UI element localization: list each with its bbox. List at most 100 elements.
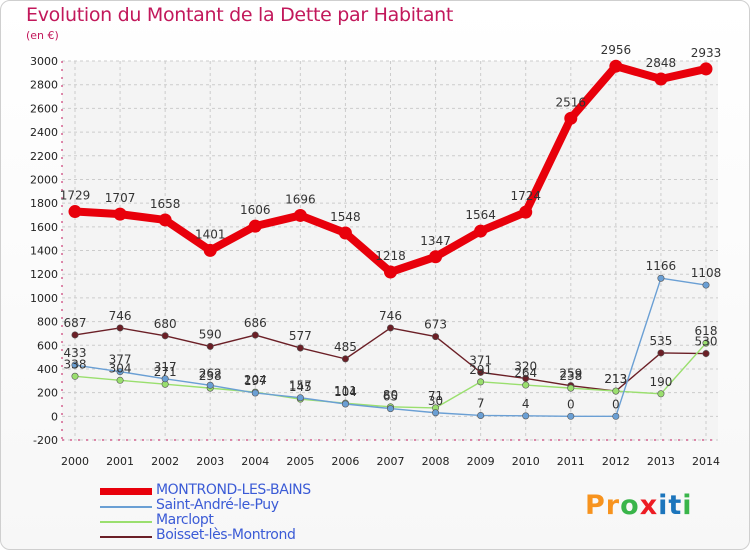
data-point (296, 344, 304, 352)
data-label: 271 (154, 365, 177, 379)
data-label: 0 (567, 397, 575, 411)
y-tick-label: 200 (37, 387, 58, 400)
logo-letter: t (668, 490, 683, 521)
legend: MONTROND-LES-BAINS Saint-André-le-Puy Ma… (100, 482, 360, 544)
data-point (206, 381, 214, 389)
data-label: 1606 (240, 203, 271, 217)
data-label: 1108 (691, 266, 722, 280)
data-label: 2848 (646, 56, 677, 70)
data-label: 104 (334, 385, 357, 399)
data-point (384, 265, 397, 279)
data-label: 65 (383, 390, 398, 404)
data-label: 264 (514, 366, 537, 380)
data-label: 30 (428, 394, 443, 408)
data-label: 377 (109, 353, 132, 367)
data-label: 1729 (60, 189, 91, 203)
data-point (522, 412, 530, 420)
data-point (251, 331, 259, 339)
data-point (203, 243, 217, 257)
x-tick-label: 2001 (106, 455, 134, 468)
legend-label-montrond: MONTROND-LES-BAINS (156, 482, 311, 498)
y-tick-label: 800 (37, 316, 58, 329)
data-label: 746 (379, 309, 402, 323)
data-label: 530 (695, 335, 718, 349)
data-point (654, 72, 668, 86)
data-point (567, 412, 575, 420)
legend-label-saint-andre: Saint-André-le-Puy (156, 497, 279, 513)
data-point (702, 350, 710, 358)
data-point (432, 333, 440, 341)
data-point (477, 411, 485, 419)
data-point (116, 324, 124, 332)
data-point (248, 219, 262, 233)
data-label: 157 (289, 379, 312, 393)
data-label: 262 (199, 366, 222, 380)
y-tick-label: 2800 (30, 79, 58, 92)
legend-item-montrond: MONTROND-LES-BAINS (100, 482, 360, 499)
data-point (158, 213, 172, 227)
data-label: 680 (154, 317, 177, 331)
data-point (657, 274, 665, 282)
data-point (386, 405, 394, 413)
data-point (251, 389, 259, 397)
y-tick-label: 400 (37, 363, 58, 376)
data-label: 320 (514, 359, 537, 373)
data-point (338, 226, 352, 240)
x-tick-label: 2000 (61, 455, 89, 468)
data-point (564, 111, 578, 125)
data-point (68, 205, 82, 219)
data-label: 338 (64, 357, 87, 371)
data-point (612, 387, 620, 395)
y-tick-label: 1200 (30, 268, 58, 281)
data-label: 485 (334, 340, 357, 354)
data-label: 4 (522, 397, 530, 411)
legend-item-marclopt: Marclopt (100, 512, 360, 529)
x-tick-label: 2012 (602, 455, 630, 468)
y-tick-label: 2400 (30, 126, 58, 139)
data-point (161, 375, 169, 383)
legend-item-boisset: Boisset-lès-Montrond (100, 527, 360, 544)
x-tick-label: 2014 (692, 455, 720, 468)
data-label: 535 (649, 334, 672, 348)
data-label: 371 (469, 353, 492, 367)
data-point (71, 331, 79, 339)
data-point (477, 378, 485, 386)
data-label: 687 (64, 316, 87, 330)
y-tick-label: 1000 (30, 292, 58, 305)
data-point (161, 332, 169, 340)
x-tick-label: 2005 (286, 455, 314, 468)
data-point (567, 384, 575, 392)
y-tick-label: 1400 (30, 245, 58, 258)
logo-letter: x (639, 490, 659, 521)
data-point (341, 355, 349, 363)
data-label: 291 (469, 363, 492, 377)
data-label: 1696 (285, 192, 316, 206)
data-label: 111 (334, 384, 357, 398)
data-label: 238 (559, 369, 582, 383)
legend-label-boisset: Boisset-lès-Montrond (156, 527, 296, 543)
data-label: 433 (64, 346, 87, 360)
data-point (116, 376, 124, 384)
legend-swatch-saint-andre (100, 506, 152, 508)
legend-swatch-montrond (100, 488, 152, 495)
chart-subtitle: (en €) (26, 29, 59, 42)
data-label: 259 (559, 367, 582, 381)
x-tick-label: 2007 (377, 455, 405, 468)
y-tick-label: 1600 (30, 221, 58, 234)
data-label: 746 (109, 309, 132, 323)
logo-letter: i (658, 490, 669, 521)
data-point (477, 368, 485, 376)
data-label: 190 (649, 375, 672, 389)
data-point (71, 372, 79, 380)
y-tick-label: 2000 (30, 173, 58, 186)
x-tick-label: 2013 (647, 455, 675, 468)
data-label: 1707 (105, 191, 136, 205)
data-label: 7 (477, 396, 485, 410)
data-label: 317 (154, 360, 177, 374)
data-label: 577 (289, 329, 312, 343)
legend-swatch-boisset (100, 536, 152, 538)
data-label: 213 (604, 372, 627, 386)
chart-title: Evolution du Montant de la Dette par Hab… (26, 4, 454, 26)
y-tick-label: 600 (37, 339, 58, 352)
